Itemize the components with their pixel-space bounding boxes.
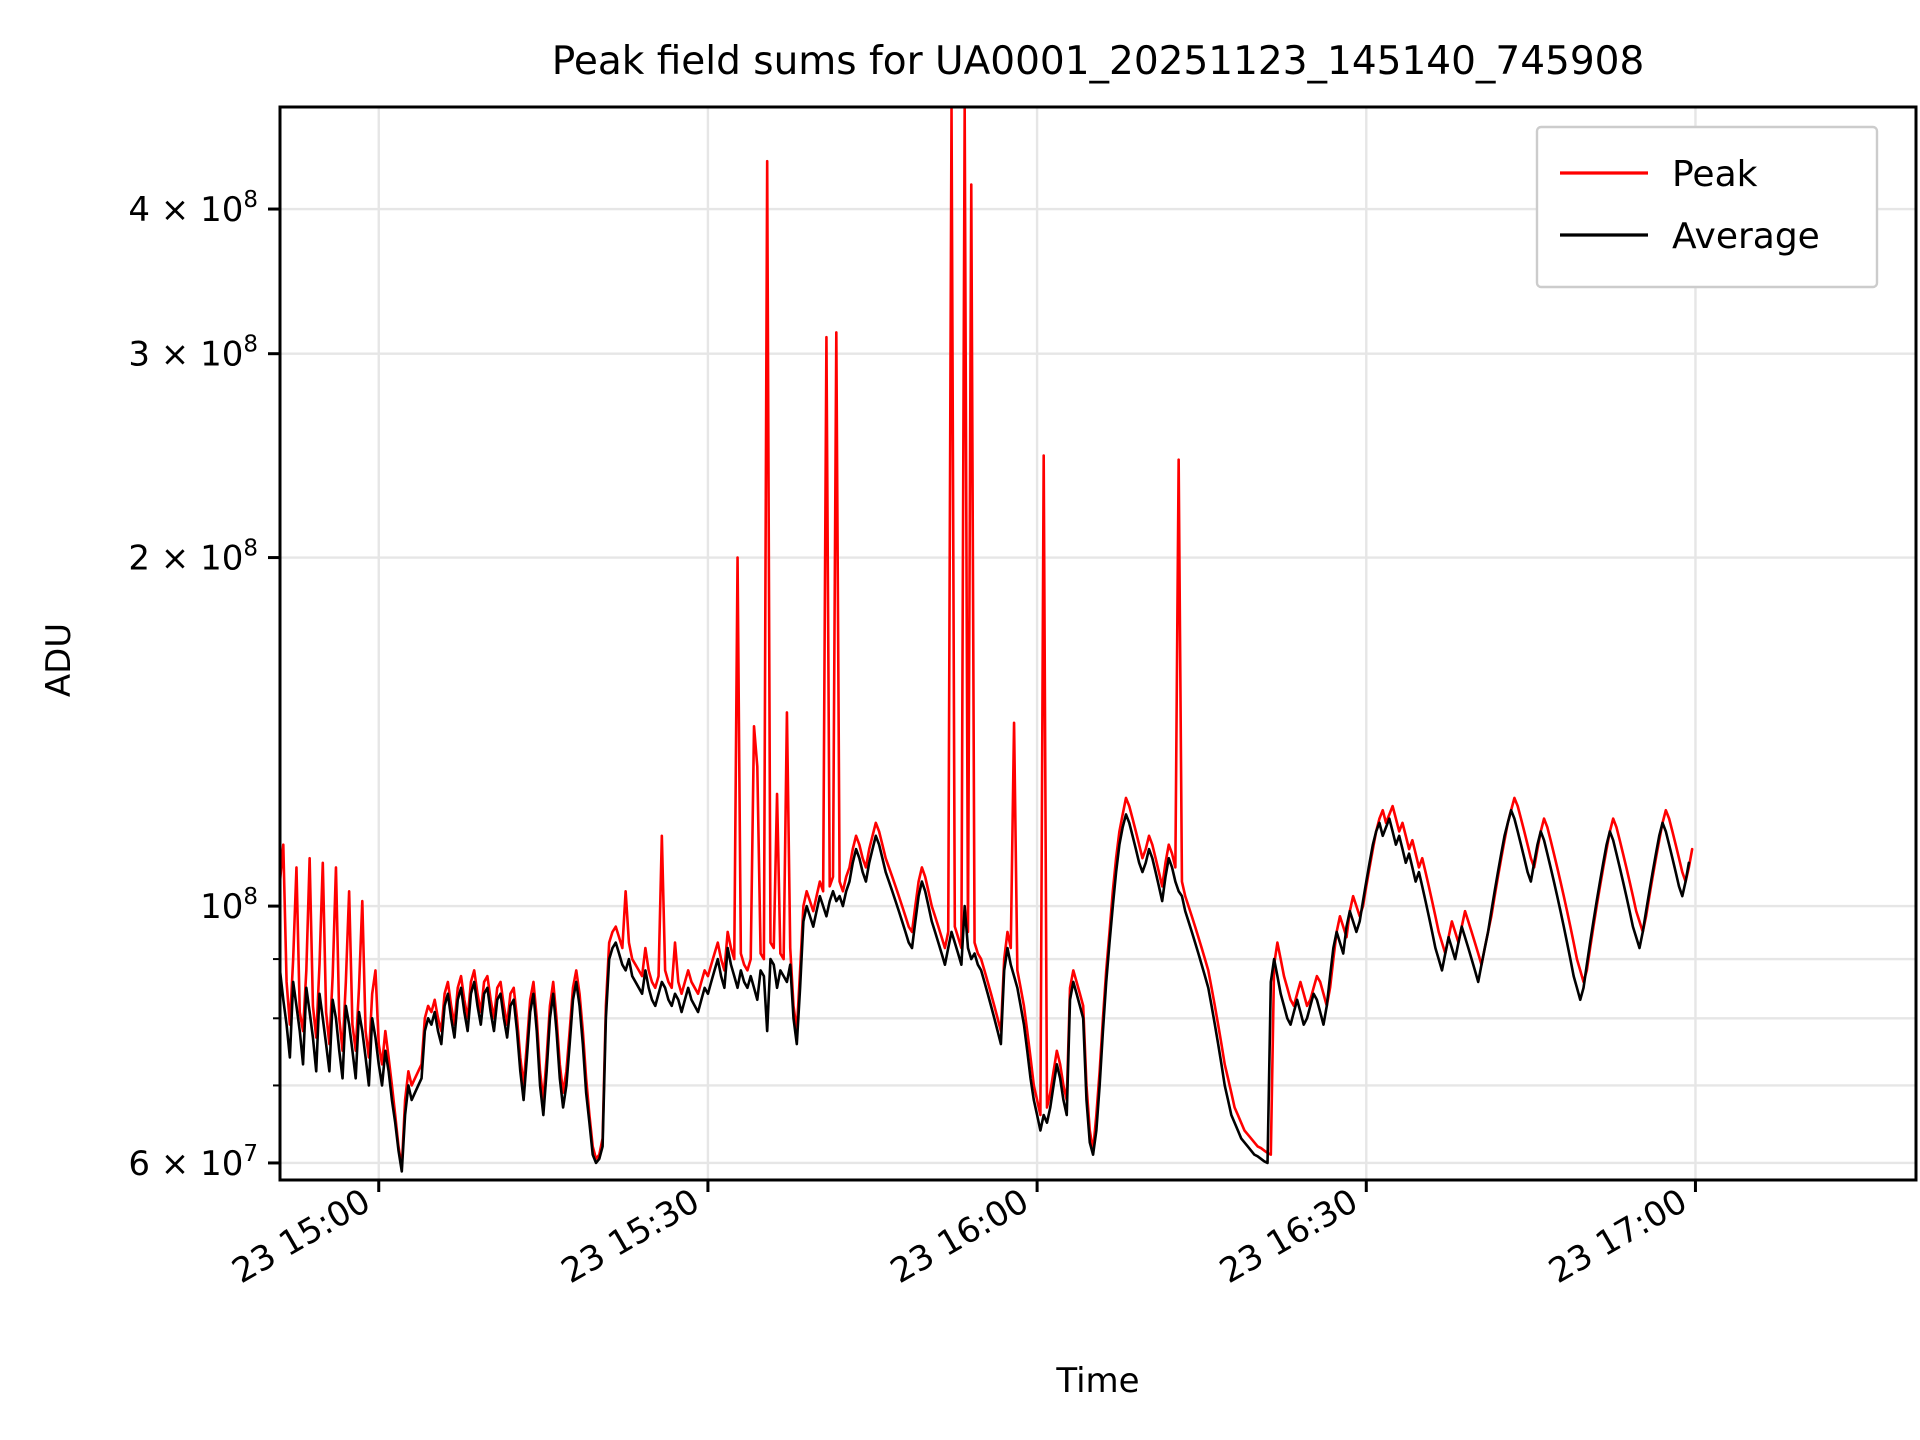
y-axis-ticks: 6 × 107 108 2 × 108 3 × 108 4 × 108: [128, 187, 280, 1184]
legend-background: [1535, 125, 1879, 289]
plot-frame: [278, 105, 1918, 1182]
chart-title: Peak field sums for UA0001_20251123_1451…: [552, 39, 1645, 84]
series-line-average: [280, 808, 1691, 1173]
legend-label-average: Average: [1672, 216, 1820, 257]
data-series-group: [280, 107, 1694, 1173]
y-tick-label: 108: [200, 884, 258, 927]
y-tick-label: 3 × 108: [128, 332, 258, 375]
legend-label-peak: Peak: [1672, 154, 1758, 195]
y-tick-label: 4 × 108: [128, 187, 258, 230]
x-axis-label: Time: [1055, 1361, 1139, 1401]
chart-legend[interactable]: Peak Average: [1535, 125, 1879, 289]
y-axis-label: ADU: [39, 623, 79, 697]
y-tick-label: 2 × 108: [128, 536, 258, 579]
legend-entries: Peak Average: [1560, 154, 1820, 257]
y-tick-label: 6 × 107: [128, 1141, 258, 1184]
